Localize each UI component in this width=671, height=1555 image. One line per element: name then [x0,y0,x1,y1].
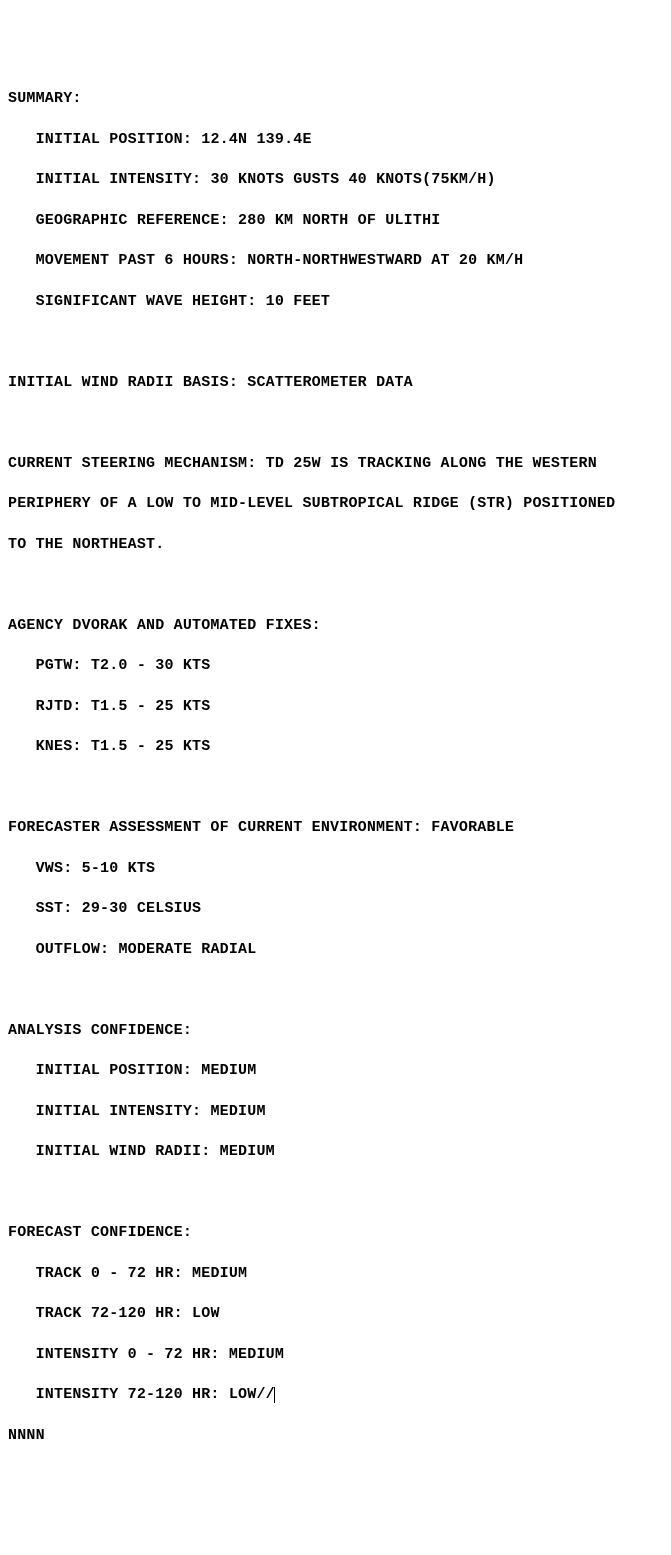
forecast-conf-heading: FORECAST CONFIDENCE: [8,1223,663,1243]
summary-geo-ref: GEOGRAPHIC REFERENCE: 280 KM NORTH OF UL… [8,211,663,231]
label: SST: [36,900,73,917]
label: GEOGRAPHIC REFERENCE: [36,212,229,229]
forecast-conf-track-72-120: TRACK 72-120 HR: LOW [8,1304,663,1324]
label: VWS: [36,860,73,877]
dvorak-row: PGTW: T2.0 - 30 KTS [8,656,663,676]
label: CURRENT STEERING MECHANISM: [8,455,256,472]
blank [8,413,663,433]
value: 29-30 CELSIUS [82,900,202,917]
label: INTENSITY 0 - 72 HR: [36,1346,220,1363]
dvorak-row: RJTD: T1.5 - 25 KTS [8,697,663,717]
label: FORECASTER ASSESSMENT OF CURRENT ENVIRON… [8,819,422,836]
dvorak-row: KNES: T1.5 - 25 KTS [8,737,663,757]
value: FAVORABLE [431,819,514,836]
value: MEDIUM [229,1346,284,1363]
blank [8,1183,663,1203]
label: INTENSITY 72-120 HR: [36,1386,220,1403]
steering-line-2: PERIPHERY OF A LOW TO MID-LEVEL SUBTROPI… [8,494,663,514]
label: OUTFLOW: [36,941,110,958]
kts: 25 KTS [155,738,210,755]
env-outflow: OUTFLOW: MODERATE RADIAL [8,940,663,960]
analysis-conf-pos: INITIAL POSITION: MEDIUM [8,1061,663,1081]
summary-initial-position: INITIAL POSITION: 12.4N 139.4E [8,130,663,150]
value: NORTH-NORTHWESTWARD AT 20 KM/H [247,252,523,269]
t-number: T2.0 [91,657,128,674]
steering-line-1: CURRENT STEERING MECHANISM: TD 25W IS TR… [8,454,663,474]
agency: RJTD [36,698,73,715]
summary-heading: SUMMARY: [8,89,663,109]
analysis-conf-int: INITIAL INTENSITY: MEDIUM [8,1102,663,1122]
label: SIGNIFICANT WAVE HEIGHT: [36,293,257,310]
value: MEDIUM [201,1062,256,1079]
terminator: NNNN [8,1426,663,1446]
analysis-conf-heading: ANALYSIS CONFIDENCE: [8,1021,663,1041]
blank [8,778,663,798]
value: 10 FEET [266,293,330,310]
label: INITIAL POSITION: [36,1062,192,1079]
forecast-conf-intensity-0-72: INTENSITY 0 - 72 HR: MEDIUM [8,1345,663,1365]
label: INITIAL INTENSITY: [36,1103,202,1120]
label: INITIAL WIND RADII: [36,1143,211,1160]
summary-wave-height: SIGNIFICANT WAVE HEIGHT: 10 FEET [8,292,663,312]
wind-radii-basis: INITIAL WIND RADII BASIS: SCATTEROMETER … [8,373,663,393]
t-number: T1.5 [91,698,128,715]
value: MEDIUM [192,1265,247,1282]
dvorak-heading: AGENCY DVORAK AND AUTOMATED FIXES: [8,616,663,636]
label: TRACK 0 - 72 HR: [36,1265,183,1282]
label: INITIAL WIND RADII BASIS: [8,374,238,391]
analysis-conf-radii: INITIAL WIND RADII: MEDIUM [8,1142,663,1162]
summary-initial-intensity: INITIAL INTENSITY: 30 KNOTS GUSTS 40 KNO… [8,170,663,190]
label: TRACK 72-120 HR: [36,1305,183,1322]
text-cursor-icon [274,1387,275,1403]
value: 280 KM NORTH OF ULITHI [238,212,440,229]
value: MEDIUM [220,1143,275,1160]
kts: 25 KTS [155,698,210,715]
text: TD 25W IS TRACKING ALONG THE WESTERN [266,455,597,472]
label: INITIAL POSITION: [36,131,192,148]
value: MEDIUM [210,1103,265,1120]
env-sst: SST: 29-30 CELSIUS [8,899,663,919]
t-number: T1.5 [91,738,128,755]
agency: PGTW [36,657,73,674]
value: 12.4N 139.4E [201,131,311,148]
steering-line-3: TO THE NORTHEAST. [8,535,663,555]
value: 5-10 KTS [82,860,156,877]
label: INITIAL INTENSITY: [36,171,202,188]
env-heading: FORECASTER ASSESSMENT OF CURRENT ENVIRON… [8,818,663,838]
value: SCATTEROMETER DATA [247,374,413,391]
forecast-conf-intensity-72-120: INTENSITY 72-120 HR: LOW// [8,1385,663,1405]
blank [8,332,663,352]
value: 30 KNOTS GUSTS 40 KNOTS(75KM/H) [210,171,495,188]
value: LOW [192,1305,220,1322]
value: LOW// [229,1386,275,1403]
value: MODERATE RADIAL [118,941,256,958]
blank [8,575,663,595]
forecast-conf-track-0-72: TRACK 0 - 72 HR: MEDIUM [8,1264,663,1284]
env-vws: VWS: 5-10 KTS [8,859,663,879]
kts: 30 KTS [155,657,210,674]
summary-movement: MOVEMENT PAST 6 HOURS: NORTH-NORTHWESTWA… [8,251,663,271]
blank [8,980,663,1000]
agency: KNES [36,738,73,755]
label: MOVEMENT PAST 6 HOURS: [36,252,238,269]
